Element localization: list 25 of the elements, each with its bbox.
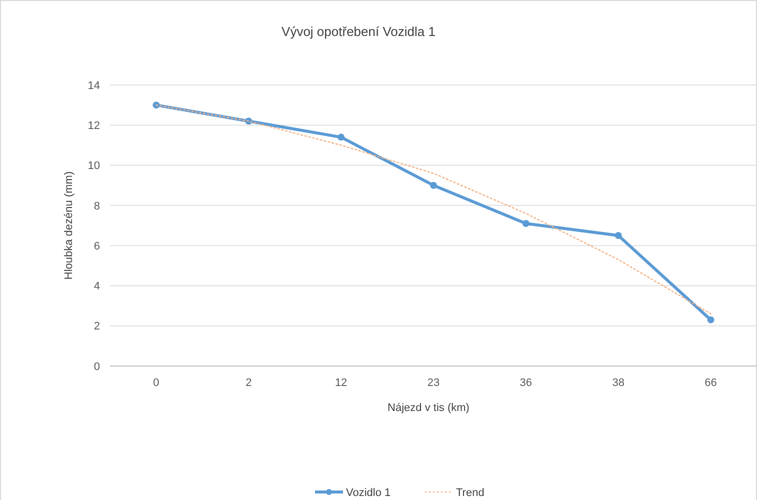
legend-label: Trend <box>456 486 484 499</box>
y-tick-label: 4 <box>94 280 100 293</box>
chart-title: Vývoj opotřebení Vozidla 1 <box>282 24 436 39</box>
y-tick-label: 2 <box>94 320 100 333</box>
y-tick-label: 8 <box>94 200 100 212</box>
y-tick-label: 14 <box>88 80 100 92</box>
x-tick-label: 0 <box>153 377 160 389</box>
y-tick-label: 6 <box>94 240 100 252</box>
y-tick-label: 0 <box>94 360 100 373</box>
y-axis-title: Hloubka dezénu (mm) <box>63 171 75 280</box>
point <box>430 182 437 189</box>
y-tick-label: 12 <box>88 120 100 132</box>
x-tick-label: 23 <box>427 377 440 389</box>
x-axis-title: Nájezd v tis (km) <box>388 402 470 414</box>
point <box>522 220 530 227</box>
y-tick-label: 10 <box>88 160 100 172</box>
x-tick-label: 36 <box>520 377 532 389</box>
x-tick-label: 12 <box>334 377 348 389</box>
x-tick-label: 66 <box>704 377 717 389</box>
x-tick-label: 38 <box>612 377 624 389</box>
x-tick-label: 2 <box>246 377 252 389</box>
point <box>614 232 622 240</box>
legend-label: Vozidlo 1 <box>346 486 391 499</box>
point <box>707 316 714 324</box>
point <box>338 134 345 141</box>
